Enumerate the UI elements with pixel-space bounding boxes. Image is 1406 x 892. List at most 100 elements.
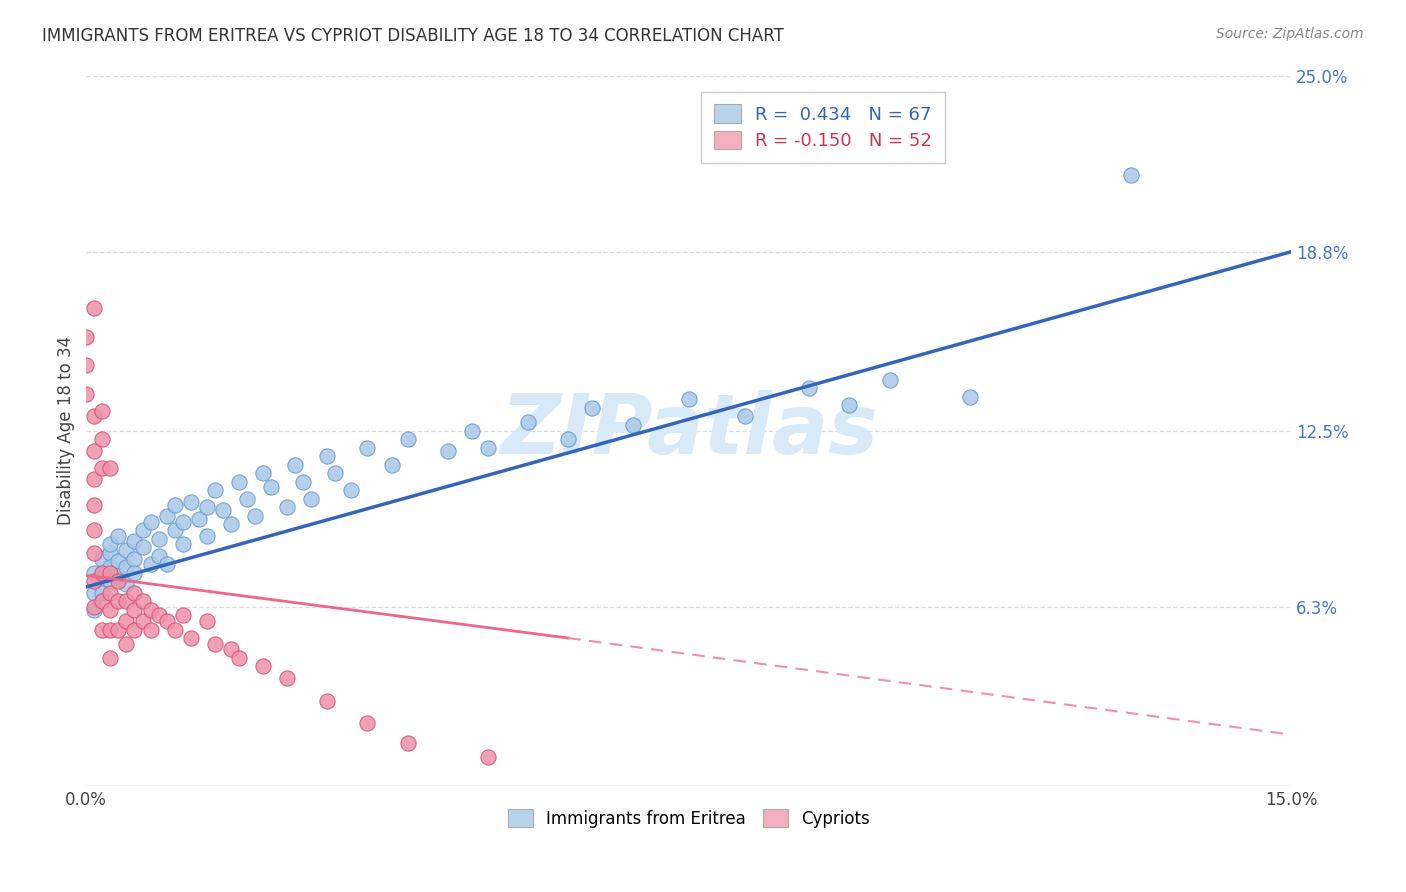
Point	[124, 534, 146, 549]
Point	[100, 546, 122, 560]
Point	[148, 532, 170, 546]
Point	[91, 566, 114, 580]
Point	[517, 415, 540, 429]
Point	[100, 602, 122, 616]
Point	[75, 359, 97, 373]
Point	[396, 432, 419, 446]
Text: Source: ZipAtlas.com: Source: ZipAtlas.com	[1216, 27, 1364, 41]
Point	[139, 515, 162, 529]
Point	[228, 475, 250, 489]
Point	[734, 409, 756, 424]
Point	[879, 372, 901, 386]
Point	[107, 594, 129, 608]
Point	[139, 557, 162, 571]
Point	[83, 574, 105, 589]
Point	[187, 512, 209, 526]
Point	[163, 523, 186, 537]
Point	[219, 642, 242, 657]
Point	[212, 503, 235, 517]
Point	[83, 523, 105, 537]
Point	[91, 585, 114, 599]
Point	[107, 554, 129, 568]
Point	[219, 517, 242, 532]
Point	[195, 614, 218, 628]
Point	[195, 529, 218, 543]
Point	[180, 631, 202, 645]
Legend: Immigrants from Eritrea, Cypriots: Immigrants from Eritrea, Cypriots	[501, 803, 876, 834]
Point	[124, 585, 146, 599]
Point	[252, 659, 274, 673]
Point	[124, 566, 146, 580]
Point	[107, 623, 129, 637]
Point	[83, 472, 105, 486]
Point	[356, 441, 378, 455]
Point	[83, 602, 105, 616]
Point	[284, 458, 307, 472]
Point	[172, 537, 194, 551]
Point	[204, 637, 226, 651]
Point	[131, 540, 153, 554]
Point	[83, 409, 105, 424]
Point	[115, 614, 138, 628]
Point	[100, 460, 122, 475]
Point	[581, 401, 603, 415]
Point	[100, 651, 122, 665]
Point	[91, 571, 114, 585]
Point	[180, 494, 202, 508]
Point	[139, 602, 162, 616]
Point	[236, 491, 259, 506]
Point	[396, 736, 419, 750]
Point	[107, 529, 129, 543]
Point	[124, 623, 146, 637]
Point	[461, 424, 484, 438]
Point	[799, 381, 821, 395]
Point	[276, 671, 298, 685]
Point	[83, 566, 105, 580]
Point	[83, 546, 105, 560]
Point	[83, 443, 105, 458]
Point	[228, 651, 250, 665]
Point	[340, 483, 363, 498]
Point	[107, 568, 129, 582]
Point	[156, 508, 179, 523]
Point	[477, 750, 499, 764]
Point	[83, 585, 105, 599]
Point	[621, 417, 644, 432]
Point	[115, 560, 138, 574]
Point	[243, 508, 266, 523]
Point	[100, 537, 122, 551]
Point	[838, 398, 860, 412]
Point	[172, 515, 194, 529]
Point	[380, 458, 402, 472]
Point	[959, 390, 981, 404]
Point	[678, 392, 700, 407]
Y-axis label: Disability Age 18 to 34: Disability Age 18 to 34	[58, 336, 75, 525]
Point	[163, 498, 186, 512]
Point	[100, 560, 122, 574]
Point	[91, 623, 114, 637]
Point	[316, 449, 339, 463]
Point	[252, 467, 274, 481]
Point	[131, 614, 153, 628]
Point	[131, 523, 153, 537]
Point	[83, 301, 105, 316]
Point	[83, 599, 105, 614]
Point	[107, 574, 129, 589]
Point	[148, 608, 170, 623]
Point	[156, 614, 179, 628]
Point	[75, 386, 97, 401]
Point	[91, 403, 114, 417]
Point	[195, 500, 218, 515]
Point	[91, 594, 114, 608]
Point	[325, 467, 347, 481]
Point	[91, 551, 114, 566]
Point	[75, 330, 97, 344]
Point	[115, 637, 138, 651]
Point	[91, 432, 114, 446]
Point	[100, 574, 122, 589]
Point	[100, 623, 122, 637]
Point	[204, 483, 226, 498]
Point	[100, 566, 122, 580]
Point	[124, 602, 146, 616]
Point	[260, 480, 283, 494]
